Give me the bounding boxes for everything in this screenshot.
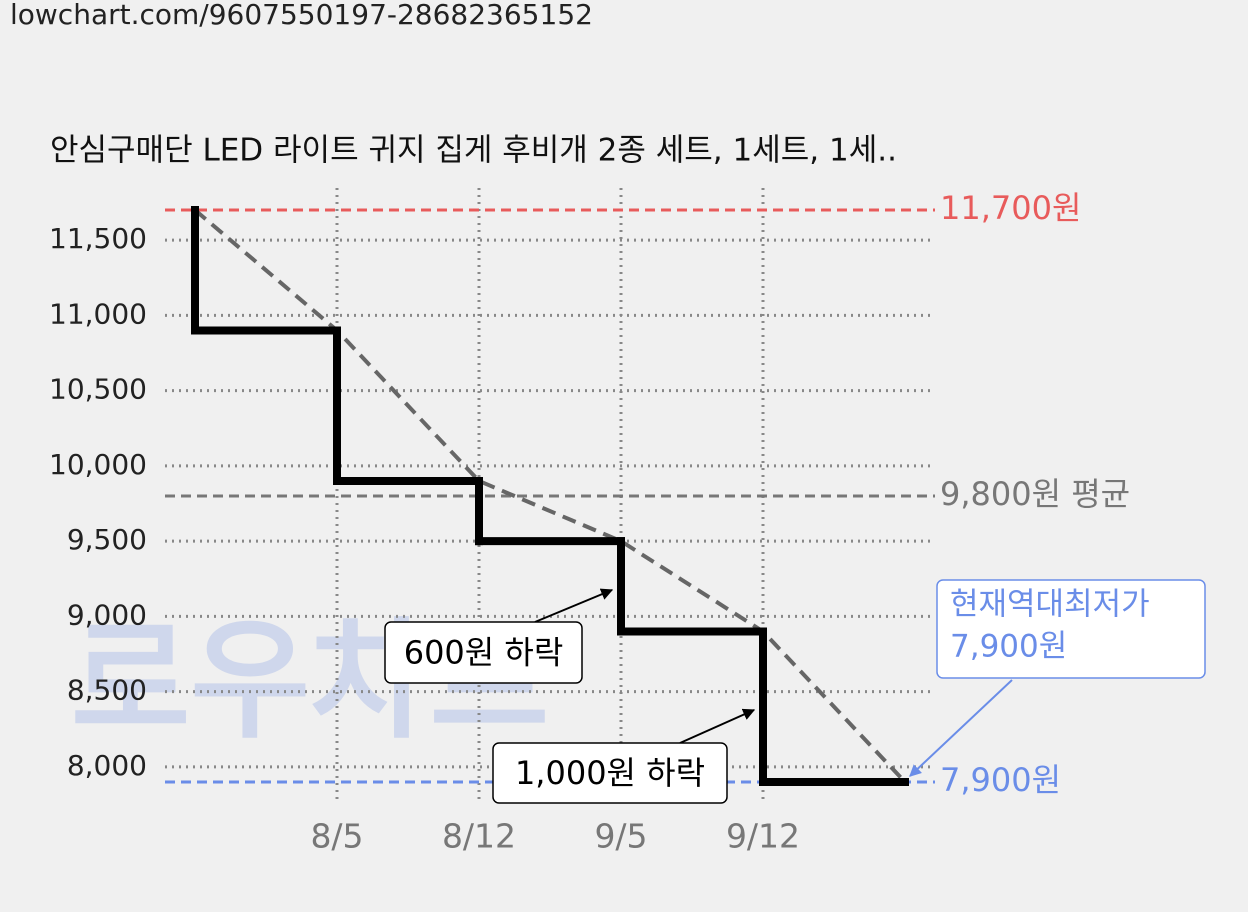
annotation-arrow — [534, 588, 614, 623]
y-tick-label: 9,000 — [67, 598, 147, 631]
callout-arrow — [909, 679, 1013, 777]
annotation-box — [492, 742, 728, 804]
y-tick-label: 10,000 — [49, 448, 147, 481]
callout-text: 현재역대최저가 — [950, 587, 1150, 623]
trend-line — [193, 208, 907, 784]
x-tick-label: 8/12 — [442, 817, 516, 856]
x-tick-label: 9/12 — [726, 817, 800, 856]
annotation-text: 1,000원 하락 — [515, 754, 705, 792]
url: lowchart.com/9607550197-28682365152 — [10, 0, 593, 31]
reference-label: 11,700원 — [940, 189, 1081, 227]
y-tick-label: 9,500 — [67, 523, 147, 556]
callout-text: 7,900원 — [950, 629, 1067, 665]
annotation-text: 600원 하락 — [404, 634, 564, 672]
annotation-arrow — [679, 708, 756, 744]
annotation-box — [384, 621, 583, 684]
y-tick-label: 11,500 — [49, 222, 147, 255]
callout-box — [936, 579, 1206, 679]
chart-title: 안심구매단 LED 라이트 귀지 집게 후비개 2종 세트, 1세트, 1세.. — [50, 133, 897, 169]
y-tick-label: 8,000 — [67, 749, 147, 782]
x-tick-label: 9/5 — [594, 817, 647, 856]
reference-label: 7,900원 — [940, 761, 1061, 799]
y-tick-label: 8,500 — [67, 674, 147, 707]
y-tick-label: 10,500 — [49, 373, 147, 406]
x-tick-label: 8/5 — [310, 817, 363, 856]
reference-label: 9,800원 평균 — [940, 475, 1130, 513]
y-tick-label: 11,000 — [49, 297, 147, 330]
